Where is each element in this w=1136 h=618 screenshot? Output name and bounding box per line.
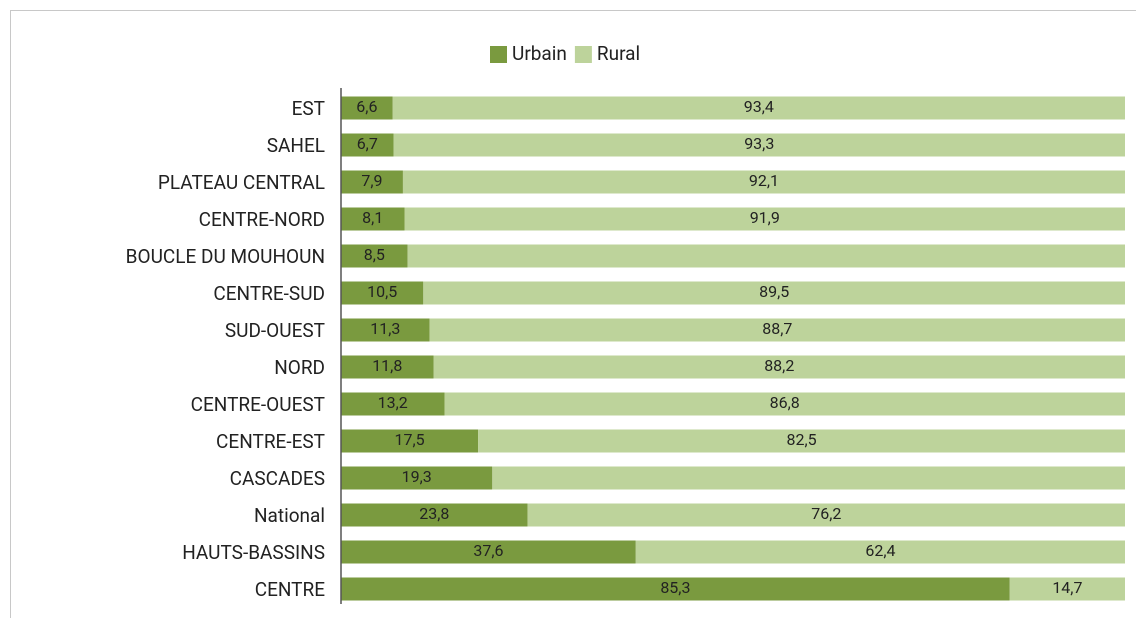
bar-segment [341, 429, 479, 453]
data-label: 6,6 [356, 97, 377, 116]
bar-segment [341, 170, 403, 194]
y-tick-label: HAUTS-BASSINS [182, 541, 325, 564]
data-label: 17,5 [395, 430, 425, 449]
legend-swatch [490, 46, 507, 63]
data-label: 93,3 [744, 134, 774, 153]
y-tick-label: BOUCLE DU MOUHOUN [126, 245, 325, 268]
bar-segment [393, 133, 1125, 157]
data-label: 89,5 [759, 282, 789, 301]
data-label: 86,8 [770, 393, 800, 412]
bar-segment [341, 281, 424, 305]
data-label: 23,8 [419, 504, 449, 523]
bar-segment [341, 540, 636, 564]
data-label: 82,5 [787, 430, 817, 449]
data-label: 62,4 [865, 541, 895, 560]
data-label: 37,6 [473, 541, 503, 560]
data-label: 10,5 [367, 282, 397, 301]
bar-segment [341, 96, 393, 120]
data-label: 11,3 [370, 319, 400, 338]
y-tick-label: EST [292, 97, 325, 120]
data-label: 19,3 [402, 467, 432, 486]
y-tick-label: CENTRE-OUEST [191, 393, 325, 416]
bar-segment [341, 244, 408, 268]
bar-segment [341, 577, 1010, 601]
bar-segment [635, 540, 1125, 564]
data-label: 8,1 [362, 208, 383, 227]
legend-label: Rural [597, 42, 640, 65]
data-label: 88,2 [764, 356, 794, 375]
bar-segment [423, 281, 1125, 305]
data-label: 7,9 [361, 171, 382, 190]
data-label: 14,7 [1052, 578, 1082, 597]
y-tick-label: CENTRE-EST [216, 430, 325, 453]
legend-label: Urbain [512, 42, 567, 65]
data-label: 6,7 [357, 134, 378, 153]
bar-segment [404, 207, 1125, 231]
y-tick-label: SAHEL [267, 134, 325, 157]
bar-segment [407, 244, 1125, 268]
y-tick-label: SUD-OUEST [225, 319, 325, 342]
y-tick-label: National [254, 504, 325, 527]
data-label: 11,8 [372, 356, 402, 375]
y-tick-label: CASCADES [230, 467, 325, 490]
bar-segment [341, 466, 493, 490]
y-tick-label: NORD [274, 356, 325, 379]
bar-segment [433, 355, 1126, 379]
data-label: 93,4 [744, 97, 774, 116]
bar-segment [1009, 577, 1125, 601]
bar-segment [402, 170, 1125, 194]
legend-swatch [574, 46, 592, 63]
bar-segment [341, 207, 405, 231]
bar-segment [341, 392, 445, 416]
bar-segment [492, 466, 1125, 490]
bar-segment [429, 318, 1125, 342]
data-label: 8,5 [364, 245, 385, 264]
data-label: 92,1 [749, 171, 779, 190]
bar-segment [341, 503, 528, 527]
data-label: 91,9 [750, 208, 780, 227]
bar-segment [444, 392, 1125, 416]
bar-segment [392, 96, 1125, 120]
y-tick-label: CENTRE [255, 578, 325, 601]
y-tick-label: PLATEAU CENTRAL [158, 171, 325, 194]
y-tick-label: CENTRE-NORD [199, 208, 325, 231]
data-label: 13,2 [378, 393, 408, 412]
data-label: 76,2 [811, 504, 841, 523]
bar-segment [341, 355, 434, 379]
bar-segment [527, 503, 1125, 527]
bar-segment [341, 133, 394, 157]
bar-segment [478, 429, 1125, 453]
data-label: 88,7 [762, 319, 792, 338]
y-tick-label: CENTRE-SUD [213, 282, 325, 305]
data-label: 85,3 [660, 578, 690, 597]
bar-segment [341, 318, 430, 342]
